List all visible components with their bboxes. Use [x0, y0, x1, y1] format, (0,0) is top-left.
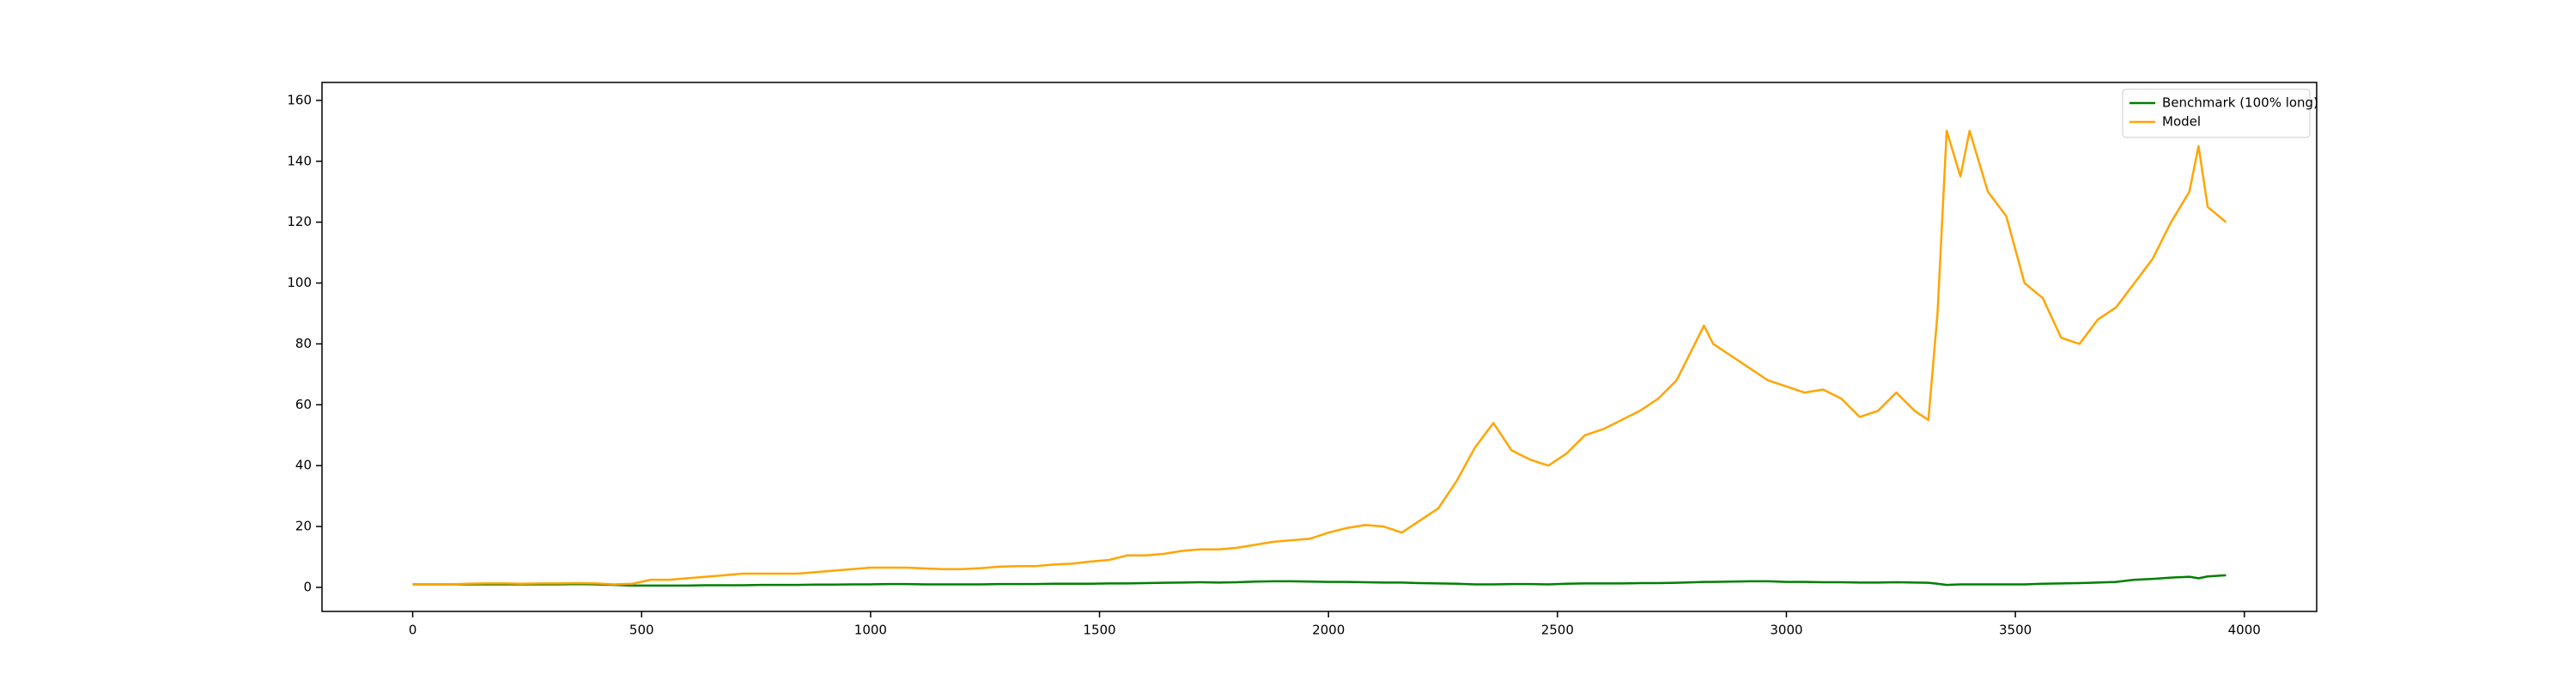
series-line: [412, 130, 2227, 586]
series-line: [412, 574, 2227, 587]
x-tick-label: 3500: [1999, 623, 2032, 638]
y-tick-label: 100: [287, 275, 312, 290]
x-tick-label: 2000: [1312, 623, 1345, 638]
y-tick-label: 120: [287, 214, 312, 229]
legend-label: Benchmark (100% long): [2162, 95, 2318, 111]
y-tick-label: 20: [295, 519, 312, 534]
x-tick-label: 4000: [2228, 623, 2261, 638]
x-tick-label: 1500: [1083, 623, 1115, 638]
y-tick-label: 80: [295, 336, 312, 351]
x-tick-label: 0: [409, 623, 417, 638]
legend-box: [2122, 88, 2311, 138]
y-tick-label: 40: [295, 458, 312, 473]
x-tick-label: 3000: [1770, 623, 1802, 638]
plot-frame: [321, 82, 2318, 612]
x-tick-label: 1000: [854, 623, 887, 638]
y-tick-label: 0: [303, 580, 312, 595]
x-tick-label: 500: [629, 623, 654, 638]
y-tick-label: 160: [287, 92, 312, 107]
y-tick-label: 60: [295, 397, 312, 412]
y-tick-label: 140: [287, 153, 312, 168]
legend-label: Model: [2162, 114, 2201, 130]
x-tick-label: 2500: [1541, 623, 1574, 638]
